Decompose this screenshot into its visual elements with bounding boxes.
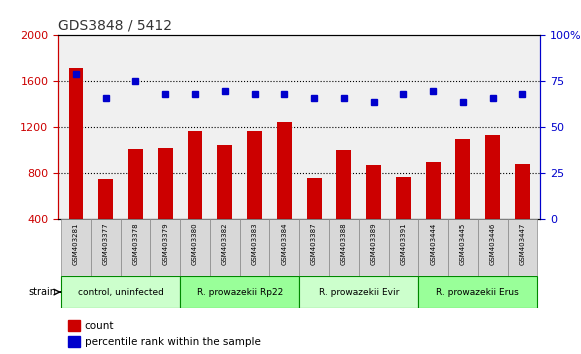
Text: GSM403446: GSM403446 bbox=[490, 222, 496, 265]
Bar bbox=[485, 136, 500, 266]
Bar bbox=[247, 131, 262, 266]
Bar bbox=[98, 179, 113, 266]
Text: GSM403377: GSM403377 bbox=[103, 222, 109, 265]
Text: GSM403378: GSM403378 bbox=[132, 222, 138, 265]
Text: GSM403445: GSM403445 bbox=[460, 222, 466, 264]
FancyBboxPatch shape bbox=[508, 219, 537, 276]
Bar bbox=[128, 149, 143, 266]
FancyBboxPatch shape bbox=[150, 219, 180, 276]
Bar bbox=[158, 148, 173, 266]
Text: GSM403447: GSM403447 bbox=[519, 222, 525, 265]
Text: GSM403387: GSM403387 bbox=[311, 222, 317, 265]
FancyBboxPatch shape bbox=[418, 219, 448, 276]
Bar bbox=[426, 162, 440, 266]
Text: GSM403379: GSM403379 bbox=[162, 222, 168, 265]
Bar bbox=[68, 320, 80, 331]
FancyBboxPatch shape bbox=[299, 276, 418, 308]
Bar bbox=[366, 165, 381, 266]
Bar bbox=[69, 68, 84, 266]
Bar bbox=[188, 131, 202, 266]
Bar bbox=[456, 139, 471, 266]
Bar bbox=[68, 336, 80, 347]
Text: GDS3848 / 5412: GDS3848 / 5412 bbox=[58, 19, 172, 33]
Bar bbox=[515, 164, 530, 266]
FancyBboxPatch shape bbox=[418, 276, 537, 308]
Text: GSM403384: GSM403384 bbox=[281, 222, 288, 265]
FancyBboxPatch shape bbox=[270, 219, 299, 276]
FancyBboxPatch shape bbox=[180, 219, 210, 276]
Text: GSM403389: GSM403389 bbox=[371, 222, 376, 265]
Text: GSM403388: GSM403388 bbox=[341, 222, 347, 265]
FancyBboxPatch shape bbox=[358, 219, 389, 276]
Text: R. prowazekii Rp22: R. prowazekii Rp22 bbox=[196, 287, 283, 297]
Bar bbox=[217, 145, 232, 266]
FancyBboxPatch shape bbox=[210, 219, 240, 276]
FancyBboxPatch shape bbox=[180, 276, 299, 308]
Text: control, uninfected: control, uninfected bbox=[78, 287, 163, 297]
FancyBboxPatch shape bbox=[389, 219, 418, 276]
Text: percentile rank within the sample: percentile rank within the sample bbox=[85, 337, 260, 347]
Text: GSM403391: GSM403391 bbox=[400, 222, 406, 265]
FancyBboxPatch shape bbox=[61, 276, 180, 308]
Bar bbox=[277, 122, 292, 266]
Text: GSM403383: GSM403383 bbox=[252, 222, 257, 265]
FancyBboxPatch shape bbox=[299, 219, 329, 276]
FancyBboxPatch shape bbox=[61, 219, 91, 276]
Text: count: count bbox=[85, 321, 114, 331]
FancyBboxPatch shape bbox=[478, 219, 508, 276]
Text: strain: strain bbox=[28, 287, 56, 297]
Bar bbox=[396, 177, 411, 266]
FancyBboxPatch shape bbox=[329, 219, 358, 276]
FancyBboxPatch shape bbox=[448, 219, 478, 276]
Text: GSM403382: GSM403382 bbox=[222, 222, 228, 265]
Bar bbox=[336, 150, 352, 266]
FancyBboxPatch shape bbox=[121, 219, 150, 276]
Text: GSM403444: GSM403444 bbox=[430, 222, 436, 264]
Text: R. prowazekii Erus: R. prowazekii Erus bbox=[436, 287, 519, 297]
Text: R. prowazekii Evir: R. prowazekii Evir bbox=[318, 287, 399, 297]
FancyBboxPatch shape bbox=[91, 219, 121, 276]
Text: GSM403281: GSM403281 bbox=[73, 222, 79, 265]
FancyBboxPatch shape bbox=[240, 219, 270, 276]
Bar bbox=[307, 178, 321, 266]
Text: GSM403380: GSM403380 bbox=[192, 222, 198, 265]
